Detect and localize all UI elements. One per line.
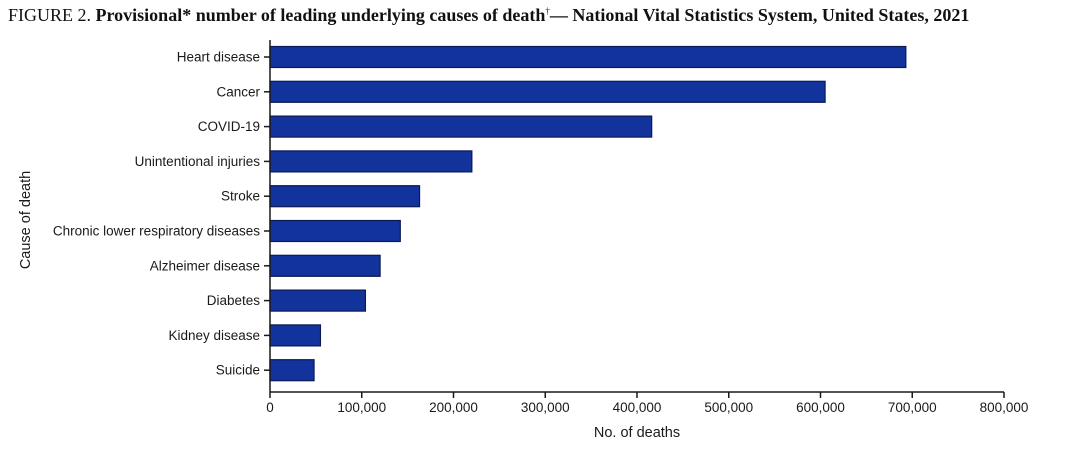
bars-group xyxy=(269,45,907,382)
category-label: Kidney disease xyxy=(168,328,260,343)
bar-heart-disease xyxy=(269,45,907,69)
figure-title: FIGURE 2. Provisional* number of leading… xyxy=(8,5,969,26)
x-tick-label: 700,000 xyxy=(888,400,937,415)
x-tick-label: 500,000 xyxy=(704,400,753,415)
x-tick-label: 800,000 xyxy=(980,400,1029,415)
category-label: Alzheimer disease xyxy=(150,258,260,273)
bar-covid-19 xyxy=(269,115,653,138)
bar-kidney-disease xyxy=(269,324,322,347)
figure-title-main: Provisional* number of leading underlyin… xyxy=(95,5,546,25)
dagger-mark: † xyxy=(545,6,550,16)
x-tick-label: 400,000 xyxy=(613,400,662,415)
x-tick-label: 200,000 xyxy=(429,400,478,415)
x-tick-label: 600,000 xyxy=(796,400,845,415)
category-labels: Heart disease Cancer COVID-19 Unintentional… xyxy=(53,50,261,378)
bar-suicide xyxy=(269,359,315,382)
bar-diabetes xyxy=(269,289,367,312)
category-label: COVID-19 xyxy=(198,119,260,134)
bar-chart: Heart disease Cancer COVID-19 Unintentional… xyxy=(18,40,1029,441)
bar-stroke xyxy=(269,185,421,208)
x-tick-label: 0 xyxy=(266,400,274,415)
x-axis: 0 100,000 200,000 300,000 400,000 500,000 600,… xyxy=(266,391,1029,415)
x-tick-label: 300,000 xyxy=(521,400,570,415)
category-label: Heart disease xyxy=(177,50,260,65)
category-label: Cancer xyxy=(216,84,260,99)
figure-label: FIGURE 2. xyxy=(8,5,92,25)
bar-cancer xyxy=(269,80,826,103)
x-axis-title: No. of deaths xyxy=(594,425,680,441)
bar-alzheimer-disease xyxy=(269,254,381,277)
category-label: Diabetes xyxy=(207,293,261,308)
bar-chronic-lower-respiratory-diseases xyxy=(269,219,401,243)
category-label: Suicide xyxy=(216,363,260,378)
figure-title-rest: — National Vital Statistics System, Unit… xyxy=(549,5,970,25)
category-label: Chronic lower respiratory diseases xyxy=(53,224,260,239)
y-axis xyxy=(264,40,271,392)
bar-unintentional-injuries xyxy=(269,150,473,173)
y-axis-title: Cause of death xyxy=(18,171,34,269)
cropped-caption-strip xyxy=(0,450,1080,460)
category-label: Unintentional injuries xyxy=(135,154,261,169)
x-tick-label: 100,000 xyxy=(337,400,386,415)
category-label: Stroke xyxy=(221,189,260,204)
